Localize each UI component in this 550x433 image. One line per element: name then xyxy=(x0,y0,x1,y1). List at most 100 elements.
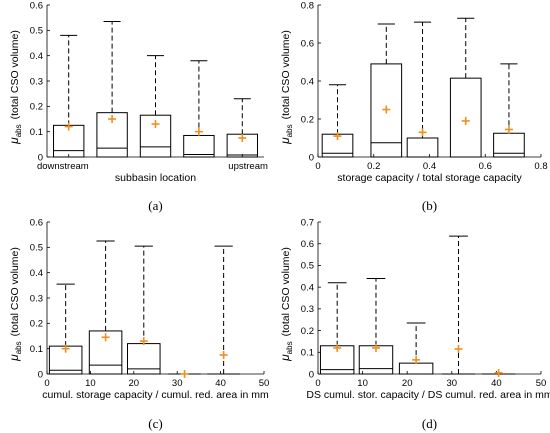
y-tick-label: 0.2 xyxy=(301,326,314,337)
y-axis-text: (total CSO volume) xyxy=(280,247,292,336)
y-tick-label: 0.2 xyxy=(30,319,43,330)
x-tick-label: 10 xyxy=(357,378,368,389)
box-plot-4 xyxy=(183,60,215,158)
x-axis-label: subbasin location xyxy=(115,172,196,184)
y-tick-label: 0.8 xyxy=(301,0,314,11)
box-plot-1 xyxy=(48,283,83,375)
box-iqr xyxy=(127,343,161,375)
x-tick-label: downstream xyxy=(37,161,89,172)
box-plot-3 xyxy=(406,21,439,158)
y-tick-label: 0.5 xyxy=(30,26,43,37)
x-tick-label: 20 xyxy=(402,378,413,389)
box-plot-2 xyxy=(358,277,394,375)
y-axis-label: μabs (total CSO volume) xyxy=(7,247,23,362)
panel-label: (a) xyxy=(148,198,162,213)
x-tick-label: 30 xyxy=(447,378,458,389)
box-iqr xyxy=(183,134,215,158)
y-axis-label: μabs (total CSO volume) xyxy=(278,247,294,362)
box-plot-3 xyxy=(139,55,172,158)
box-plot-5 xyxy=(207,245,240,375)
x-axis-label: cumul. storage capacity / cumul. red. ar… xyxy=(42,389,269,401)
y-axis-text: (total CSO volume) xyxy=(280,30,292,119)
x-tick-label: 10 xyxy=(85,378,96,389)
box-plot-1 xyxy=(319,282,355,375)
x-tick-label: 50 xyxy=(259,378,270,389)
y-tick-label: 0.5 xyxy=(301,261,314,272)
box-plot-3 xyxy=(127,245,161,375)
x-tick-label: 0 xyxy=(315,161,320,172)
y-tick-label: 0.4 xyxy=(30,268,43,279)
x-tick-label: 0.2 xyxy=(367,161,380,172)
box-iqr xyxy=(398,362,434,375)
y-tick-label: 0.2 xyxy=(301,114,314,125)
y-tick-label: 0.6 xyxy=(30,0,43,11)
y-tick-label: 0.3 xyxy=(301,304,314,315)
box-iqr xyxy=(370,63,403,158)
y-tick-label: 0.5 xyxy=(30,243,43,254)
box-plot-1 xyxy=(53,34,85,158)
box-iqr xyxy=(406,137,439,158)
y-tick-label: 0.3 xyxy=(30,293,43,304)
y-axis-subscript: abs xyxy=(285,124,294,137)
x-axis-label: storage capacity / total storage capacit… xyxy=(337,172,522,184)
y-tick-label: 0 xyxy=(38,152,43,163)
panel-label: (d) xyxy=(422,416,437,431)
y-axis-label: μabs (total CSO volume) xyxy=(7,30,23,145)
y-axis-label: μabs (total CSO volume) xyxy=(278,30,294,145)
box-plot-1 xyxy=(321,84,354,158)
y-tick-label: 0.2 xyxy=(30,102,43,113)
box-plot-2 xyxy=(96,20,128,158)
y-tick-label: 0.6 xyxy=(30,217,43,228)
x-axis-label: DS cumul. stor. capacity / DS cumul. red… xyxy=(306,389,550,401)
panel-label: (b) xyxy=(422,198,437,213)
y-axis-symbol: μ xyxy=(278,354,292,362)
y-tick-label: 0.1 xyxy=(301,348,314,359)
y-axis-text: (total CSO volume) xyxy=(9,30,21,119)
x-tick-label: 0 xyxy=(315,378,320,389)
y-tick-label: 0.1 xyxy=(30,344,43,355)
box-plot-4 xyxy=(441,235,476,375)
y-tick-label: 0.4 xyxy=(30,51,43,62)
box-plot-5 xyxy=(226,98,258,158)
box-iqr xyxy=(88,330,123,375)
y-tick-label: 0.6 xyxy=(301,239,314,250)
y-tick-label: 0 xyxy=(309,369,314,380)
y-axis-symbol: μ xyxy=(7,137,21,145)
y-axis-subscript: abs xyxy=(14,341,23,354)
x-tick-label: 40 xyxy=(215,378,226,389)
y-axis-text: (total CSO volume) xyxy=(9,247,21,336)
y-tick-label: 0.3 xyxy=(30,76,43,87)
box-plot-4 xyxy=(449,17,482,158)
x-tick-label: 0.6 xyxy=(479,161,492,172)
y-tick-label: 0.1 xyxy=(30,127,43,138)
y-axis-symbol: μ xyxy=(278,137,292,145)
box-plot-5 xyxy=(481,368,516,377)
x-tick-label: 40 xyxy=(491,378,502,389)
y-tick-label: 0.4 xyxy=(301,282,314,293)
box-plot-2 xyxy=(88,240,123,375)
y-axis-subscript: abs xyxy=(14,124,23,137)
panel-label: (c) xyxy=(148,416,162,431)
box-plot-3 xyxy=(398,322,434,375)
box-plot-2 xyxy=(370,23,403,158)
box-plot-5 xyxy=(493,63,525,158)
box-plot-4 xyxy=(168,370,201,378)
panel-b: 0 0.2 0.4 0.6 0.8 0 0.2 0.4 0.6 0.8 storage capaci… xyxy=(278,0,548,213)
x-tick-label: 30 xyxy=(172,378,183,389)
x-tick-label: upstream xyxy=(228,161,268,172)
y-tick-label: 0.4 xyxy=(301,76,314,87)
y-tick-label: 0.7 xyxy=(301,217,314,228)
y-axis-subscript: abs xyxy=(285,341,294,354)
x-tick-label: 50 xyxy=(536,378,547,389)
x-tick-label: 0.4 xyxy=(423,161,436,172)
x-tick-label: 0.8 xyxy=(534,161,547,172)
y-tick-label: 0.6 xyxy=(301,38,314,49)
y-tick-label: 0 xyxy=(309,152,314,163)
box-iqr xyxy=(96,112,128,158)
y-tick-label: 0 xyxy=(38,369,43,380)
panel-a: 0 0.1 0.2 0.3 0.4 0.5 0.6 downstream upstream sub… xyxy=(7,0,268,213)
box-iqr xyxy=(139,114,172,158)
